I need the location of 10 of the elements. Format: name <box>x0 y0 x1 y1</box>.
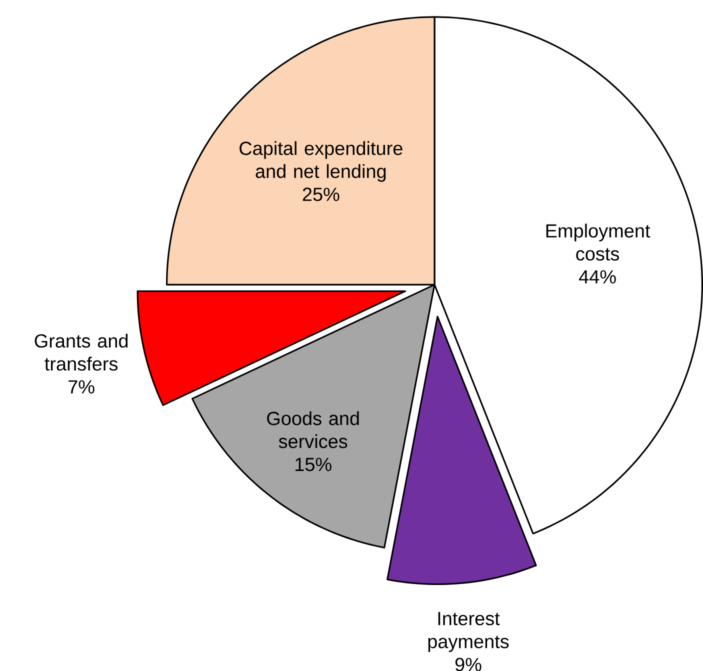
data-label: 7% <box>68 380 94 394</box>
data-label: 9% <box>455 658 482 671</box>
data-label: 44% <box>578 270 616 284</box>
slice-label: Goods and services <box>267 411 359 448</box>
data-label: 15% <box>296 458 332 472</box>
slice-label: Employment costs <box>546 224 650 260</box>
data-label: 25% <box>302 188 340 201</box>
slice-label: Grants and transfers <box>34 334 128 371</box>
slice-label: Interest payments <box>428 612 509 652</box>
slice-label: Capital expenditure and net lending <box>240 141 402 182</box>
